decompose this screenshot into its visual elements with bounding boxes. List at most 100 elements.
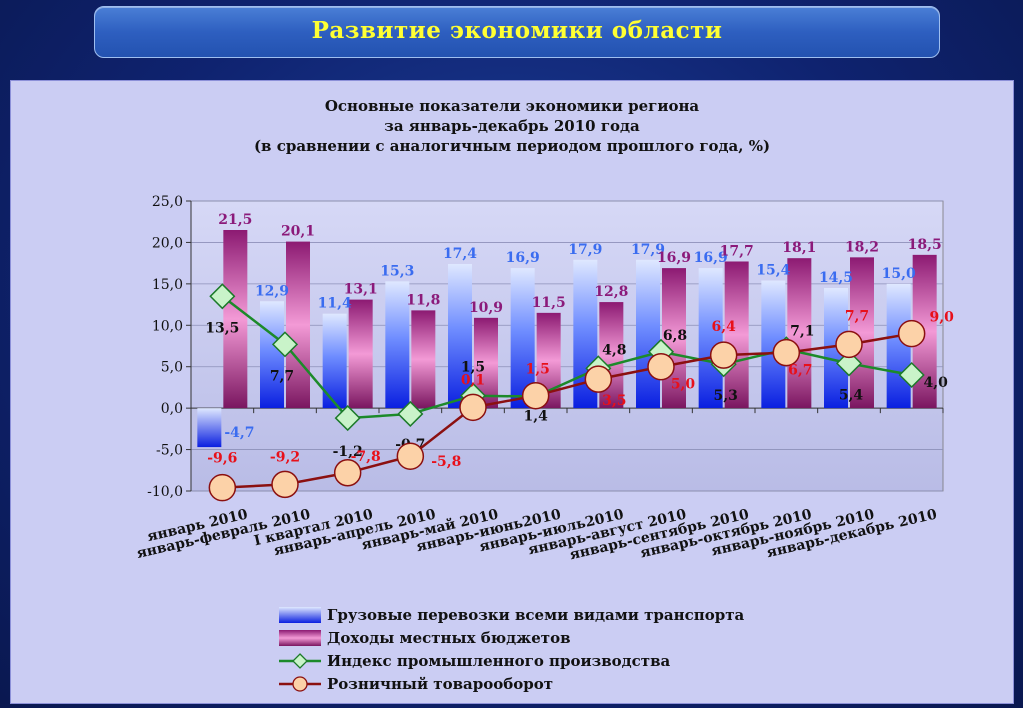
data-label-budget: 18,1 [782,240,816,256]
industrial-index-data-label: -1,2 [333,444,363,460]
data-label-budget: 18,5 [908,237,942,253]
industrial-index-marker [334,405,361,432]
title-banner: Развитие экономики области [94,6,940,58]
industrial-index-data-label: 4,0 [923,375,948,391]
retail-turnover-data-label: 5,0 [671,377,696,393]
retail-turnover-data-label: -9,2 [270,449,300,465]
retail-turnover-marker [396,442,425,470]
bar-freight [510,268,535,409]
bar-budget [223,230,248,409]
y-tick-label: 15,0 [152,277,183,293]
bar-budget [286,241,310,409]
data-label-freight: -4,7 [224,425,254,441]
data-label-freight: 14,5 [819,270,853,286]
data-label-budget: 11,8 [406,292,440,308]
chart: Основные показатели экономики региона за … [135,97,954,693]
retail-turnover-marker [772,338,801,367]
retail-turnover-data-label: -5,8 [431,454,461,470]
plot-area [190,200,944,492]
y-tick-label: 25,0 [152,194,183,210]
data-label-budget: 20,1 [281,224,315,240]
retail-turnover-marker [271,470,299,499]
data-label-freight: 16,9 [694,250,728,266]
legend-label: Доходы местных бюджетов [327,629,571,647]
retail-turnover-data-label: 3,5 [602,393,626,409]
retail-turnover-data-label: 6,4 [711,319,736,335]
retail-turnover-marker [647,352,675,381]
retail-turnover-marker [459,393,487,422]
retail-turnover-data-label: 1,5 [525,362,549,378]
chart-panel: Основные показатели экономики региона за … [10,80,1014,704]
bar-budget [662,268,686,409]
legend-label: Грузовые перевозки всеми видами транспор… [327,606,744,624]
data-label-freight: 17,9 [631,242,665,258]
retail-turnover-marker [835,330,863,359]
industrial-index-data-label: 7,1 [790,323,814,339]
data-label-budget: 18,2 [845,239,879,255]
industrial-index-data-label: 13,5 [205,320,239,336]
legend-label: Индекс промышленного производства [327,652,670,670]
bar-budget [787,258,812,409]
bar-budget [724,261,749,409]
data-label-freight: 15,0 [882,266,916,282]
industrial-index-data-label: 5,4 [839,387,864,403]
retail-turnover-data-label: -9,6 [207,451,237,467]
chart-title-line: Основные показатели экономики региона [325,97,700,115]
y-tick-label: 20,0 [152,235,183,251]
industrial-index-marker [397,400,424,428]
industrial-index-data-label: 1,4 [523,409,548,425]
bar-freight [636,259,660,409]
y-tick-label: 10,0 [152,318,183,334]
y-tick-label: 0,0 [161,401,183,417]
legend-marker [292,676,308,692]
y-tick-label: -10,0 [147,484,183,500]
retail-turnover-marker [521,381,550,410]
data-label-budget: 17,7 [720,243,754,259]
industrial-index-data-label: 5,3 [713,388,737,404]
data-label-freight: 17,9 [568,242,602,258]
retail-turnover-data-label: -7,8 [351,449,381,465]
industrial-index-data-label: 7,7 [270,368,294,384]
data-label-freight: 15,3 [380,263,414,279]
legend-swatch [279,630,321,646]
industrial-index-marker [271,331,299,358]
legend-marker [292,653,308,669]
data-label-budget: 10,9 [469,300,503,316]
data-label-freight: 16,9 [506,250,540,266]
chart-title-line: (в сравнении с аналогичным периодом прош… [254,137,770,155]
bar-freight [385,281,410,409]
data-label-budget: 11,5 [532,295,566,311]
y-tick-label: 5,0 [161,360,183,376]
retail-turnover-marker [333,459,362,487]
industrial-index-data-label: 6,8 [663,328,687,344]
data-label-budget: 16,9 [657,250,691,266]
data-label-budget: 13,1 [344,282,378,298]
data-label-freight: 12,9 [255,283,289,299]
data-label-freight: 11,4 [318,296,352,312]
retail-turnover-marker [897,319,926,348]
industrial-index-marker [209,283,236,310]
industrial-index-marker [835,350,863,377]
data-label-budget: 12,8 [594,284,628,300]
legend-swatch [279,607,321,623]
bar-freight [197,408,222,448]
bar-freight [698,268,723,409]
data-label-freight: 15,4 [756,263,790,279]
bar-budget [411,310,436,409]
industrial-index-data-label: 4,8 [602,342,626,358]
retail-turnover-marker [709,341,738,369]
retail-turnover-data-label: 0,1 [461,372,485,388]
legend-label: Розничный товарооборот [327,675,553,693]
y-tick-label: -5,0 [156,443,183,459]
retail-turnover-data-label: 6,7 [788,363,812,379]
industrial-index-marker [898,361,925,389]
retail-turnover-data-label: 7,7 [845,308,869,324]
retail-turnover-marker [584,365,613,393]
retail-turnover-marker [208,473,237,502]
retail-turnover-data-label: 9,0 [929,310,954,326]
bar-freight [448,263,472,409]
chart-title-line: за январь-декабрь 2010 года [384,117,640,135]
data-label-freight: 17,4 [443,246,477,262]
page-title: Развитие экономики области [311,17,723,44]
bar-freight [260,301,284,409]
